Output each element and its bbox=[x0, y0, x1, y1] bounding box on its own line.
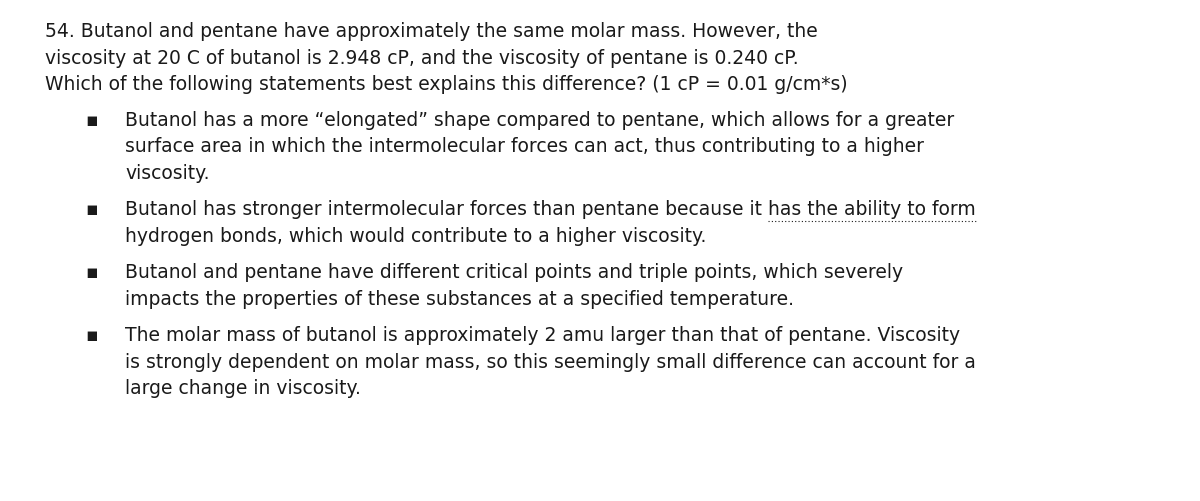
Text: 54. Butanol and pentane have approximately the same molar mass. However, the: 54. Butanol and pentane have approximate… bbox=[46, 22, 817, 41]
Text: is strongly dependent on molar mass, so this seemingly small difference can acco: is strongly dependent on molar mass, so … bbox=[125, 352, 976, 371]
Text: impacts the properties of these substances at a specified temperature.: impacts the properties of these substanc… bbox=[125, 289, 794, 308]
Text: Butanol has stronger intermolecular forces than pentane because it: Butanol has stronger intermolecular forc… bbox=[125, 200, 768, 219]
Text: viscosity at 20 C of butanol is 2.948 cP, and the viscosity of pentane is 0.240 : viscosity at 20 C of butanol is 2.948 cP… bbox=[46, 49, 799, 67]
Text: ▪: ▪ bbox=[85, 263, 97, 282]
Text: Butanol and pentane have different critical points and triple points, which seve: Butanol and pentane have different criti… bbox=[125, 263, 904, 282]
Text: large change in viscosity.: large change in viscosity. bbox=[125, 379, 361, 397]
Text: Butanol has a more “elongated” shape compared to pentane, which allows for a gre: Butanol has a more “elongated” shape com… bbox=[125, 111, 954, 130]
Text: surface area in which the intermolecular forces can act, thus contributing to a : surface area in which the intermolecular… bbox=[125, 137, 924, 156]
Text: The molar mass of butanol is approximately 2 amu larger than that of pentane. Vi: The molar mass of butanol is approximate… bbox=[125, 326, 960, 345]
Text: ▪: ▪ bbox=[85, 111, 97, 130]
Text: Which of the following statements best explains this difference? (1 cP = 0.01 g/: Which of the following statements best e… bbox=[46, 75, 847, 94]
Text: ▪: ▪ bbox=[85, 200, 97, 219]
Text: viscosity.: viscosity. bbox=[125, 163, 210, 182]
Text: hydrogen bonds, which would contribute to a higher viscosity.: hydrogen bonds, which would contribute t… bbox=[125, 226, 707, 245]
Text: has the ability to form: has the ability to form bbox=[768, 200, 976, 219]
Text: ▪: ▪ bbox=[85, 326, 97, 345]
